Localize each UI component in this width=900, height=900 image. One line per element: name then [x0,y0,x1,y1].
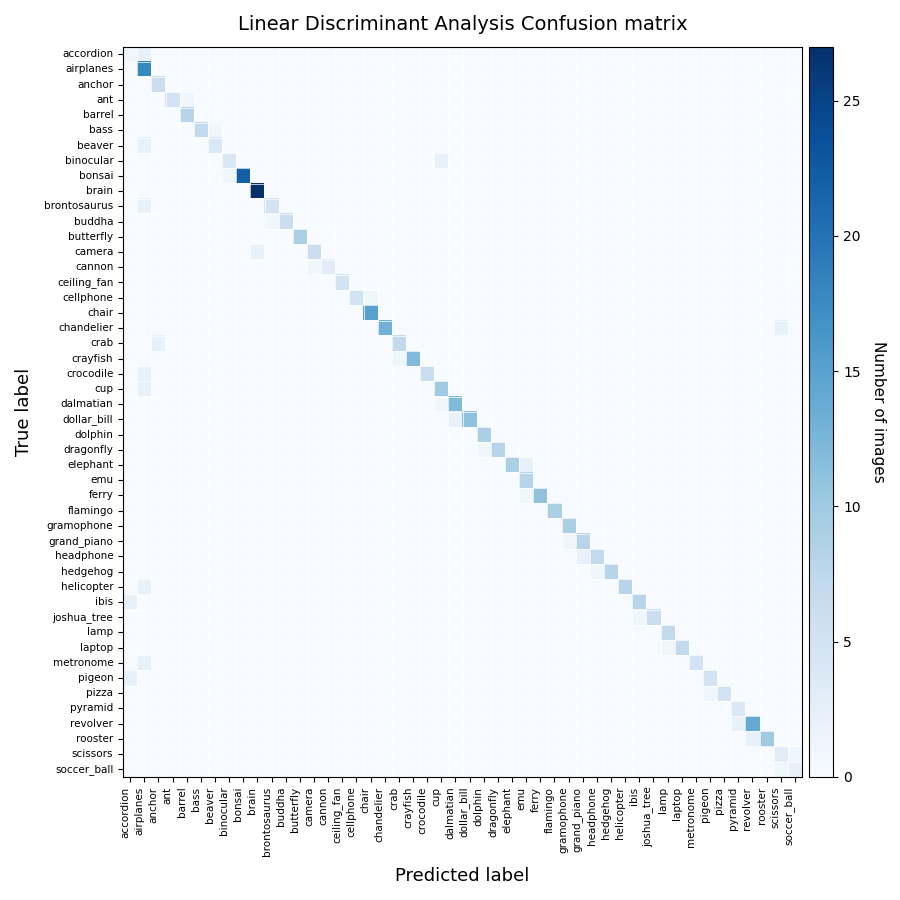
Y-axis label: Number of images: Number of images [871,341,886,482]
Title: Linear Discriminant Analysis Confusion matrix: Linear Discriminant Analysis Confusion m… [238,15,688,34]
Y-axis label: True label: True label [15,368,33,456]
X-axis label: Predicted label: Predicted label [395,867,530,885]
